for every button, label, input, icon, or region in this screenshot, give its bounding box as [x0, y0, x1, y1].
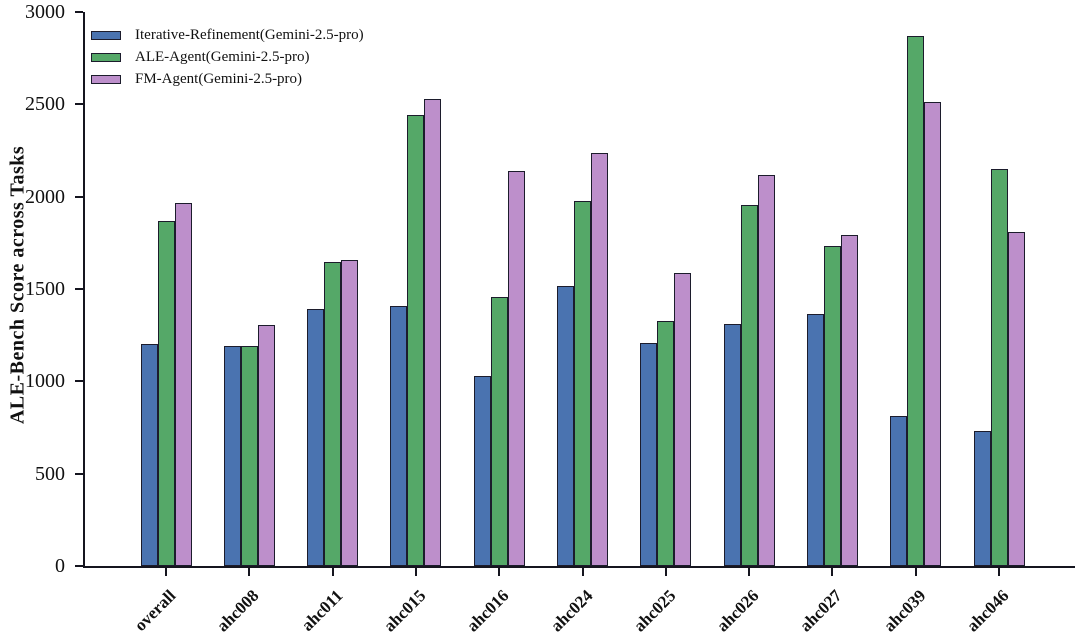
bar-overall-series3	[174, 203, 192, 566]
legend-label-1: Iterative-Refinement(Gemini-2.5-pro)	[135, 27, 364, 43]
x-tick-mark	[664, 568, 667, 576]
x-tick-label: ahc011	[297, 586, 347, 635]
x-tick-label: ahc015	[379, 586, 430, 636]
x-tick-mark	[831, 568, 834, 576]
x-tick-label: overall	[130, 586, 180, 635]
bar-ahc015-series3	[424, 99, 442, 566]
bar-ahc008-series3	[257, 325, 275, 566]
x-tick-mark	[914, 568, 917, 576]
legend-label-2: ALE-Agent(Gemini-2.5-pro)	[135, 49, 310, 65]
x-tick-mark	[748, 568, 751, 576]
x-tick-mark	[498, 568, 501, 576]
bar-ahc046-series2	[990, 169, 1008, 566]
bar-ahc046-series1	[973, 431, 991, 566]
bar-ahc024-series2	[574, 201, 591, 566]
y-axis-spine	[83, 12, 85, 568]
bar-ahc027-series1	[806, 314, 824, 566]
x-tick-mark	[414, 568, 417, 576]
bar-ahc016-series1	[473, 376, 491, 566]
bar-ahc026-series2	[740, 205, 758, 566]
x-axis-spine	[83, 566, 1075, 568]
bar-ahc026-series3	[757, 175, 775, 566]
legend-entry-1: Iterative-Refinement(Gemini-2.5-pro)	[91, 25, 364, 46]
x-tick-label: ahc039	[879, 586, 930, 636]
y-tick-mark	[75, 288, 83, 290]
bar-ahc016-series2	[490, 297, 508, 566]
legend: Iterative-Refinement(Gemini-2.5-pro) ALE-…	[91, 25, 364, 91]
bar-ahc024-series3	[591, 153, 608, 566]
y-tick-label: 3000	[25, 1, 65, 23]
y-tick-mark	[75, 565, 83, 567]
x-tick-label: ahc016	[463, 586, 513, 636]
bar-ahc039-series2	[907, 36, 925, 566]
bar-overall-series2	[157, 221, 175, 566]
bar-ahc027-series3	[840, 235, 858, 566]
bar-ahc039-series1	[890, 416, 908, 566]
legend-swatch-3	[91, 75, 121, 84]
x-tick-label: ahc046	[962, 586, 1013, 636]
bar-ahc025-series1	[640, 343, 658, 566]
y-tick-mark	[75, 195, 83, 198]
plot-area: Iterative-Refinement(Gemini-2.5-pro) ALE-…	[25, 1, 1075, 635]
bar-ahc011-series1	[307, 309, 325, 566]
x-tick-mark	[165, 568, 167, 576]
x-tick-label: ahc027	[796, 586, 846, 636]
x-tick-label: ahc026	[713, 586, 763, 636]
bar-overall-series1	[140, 344, 158, 566]
x-tick-label: ahc008	[213, 586, 263, 636]
bar-ahc027-series2	[823, 246, 841, 566]
legend-swatch-1	[91, 31, 121, 40]
y-tick-label: 1500	[25, 278, 65, 300]
bar-ahc008-series2	[240, 346, 258, 566]
x-tick-mark	[248, 568, 251, 576]
x-tick-mark	[581, 568, 584, 576]
bar-ahc011-series3	[341, 260, 359, 566]
y-tick-label: 2000	[25, 185, 65, 208]
bar-ahc025-series3	[674, 273, 692, 566]
bar-ahc016-series3	[507, 171, 525, 566]
bar-ahc008-series1	[223, 346, 241, 566]
legend-swatch-2	[91, 53, 121, 62]
legend-label-3: FM-Agent(Gemini-2.5-pro)	[135, 71, 303, 87]
bar-ahc015-series1	[390, 306, 408, 566]
y-tick-mark	[75, 103, 83, 106]
bar-ahc026-series1	[723, 324, 741, 566]
bar-ahc039-series3	[924, 102, 942, 566]
x-tick-mark	[998, 568, 1000, 576]
y-tick-mark	[75, 472, 83, 475]
legend-entry-2: ALE-Agent(Gemini-2.5-pro)	[91, 47, 364, 68]
y-tick-mark	[75, 380, 83, 383]
bar-ahc025-series2	[657, 321, 675, 566]
legend-entry-3: FM-Agent(Gemini-2.5-pro)	[91, 69, 364, 90]
bar-ahc046-series3	[1007, 232, 1025, 566]
bar-ahc015-series2	[407, 115, 425, 566]
y-tick-label: 500	[35, 462, 65, 485]
y-tick-label: 2500	[25, 93, 65, 116]
bar-ahc011-series2	[324, 262, 342, 566]
y-tick-mark	[75, 11, 83, 13]
x-tick-label: ahc025	[629, 586, 680, 636]
y-tick-label: 0	[55, 555, 65, 577]
x-tick-label: ahc024	[546, 586, 596, 636]
bar-ahc024-series1	[557, 286, 574, 566]
y-tick-label: 1000	[25, 370, 65, 393]
x-tick-mark	[331, 568, 334, 576]
